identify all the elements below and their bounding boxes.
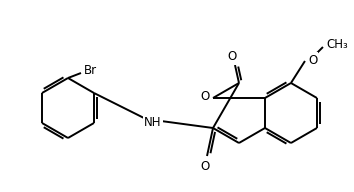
Text: O: O (200, 160, 210, 172)
Text: O: O (200, 89, 210, 103)
Text: O: O (308, 54, 317, 66)
Text: CH₃: CH₃ (326, 39, 348, 51)
Text: Br: Br (84, 65, 97, 78)
Text: O: O (227, 50, 236, 64)
Text: NH: NH (144, 116, 162, 128)
